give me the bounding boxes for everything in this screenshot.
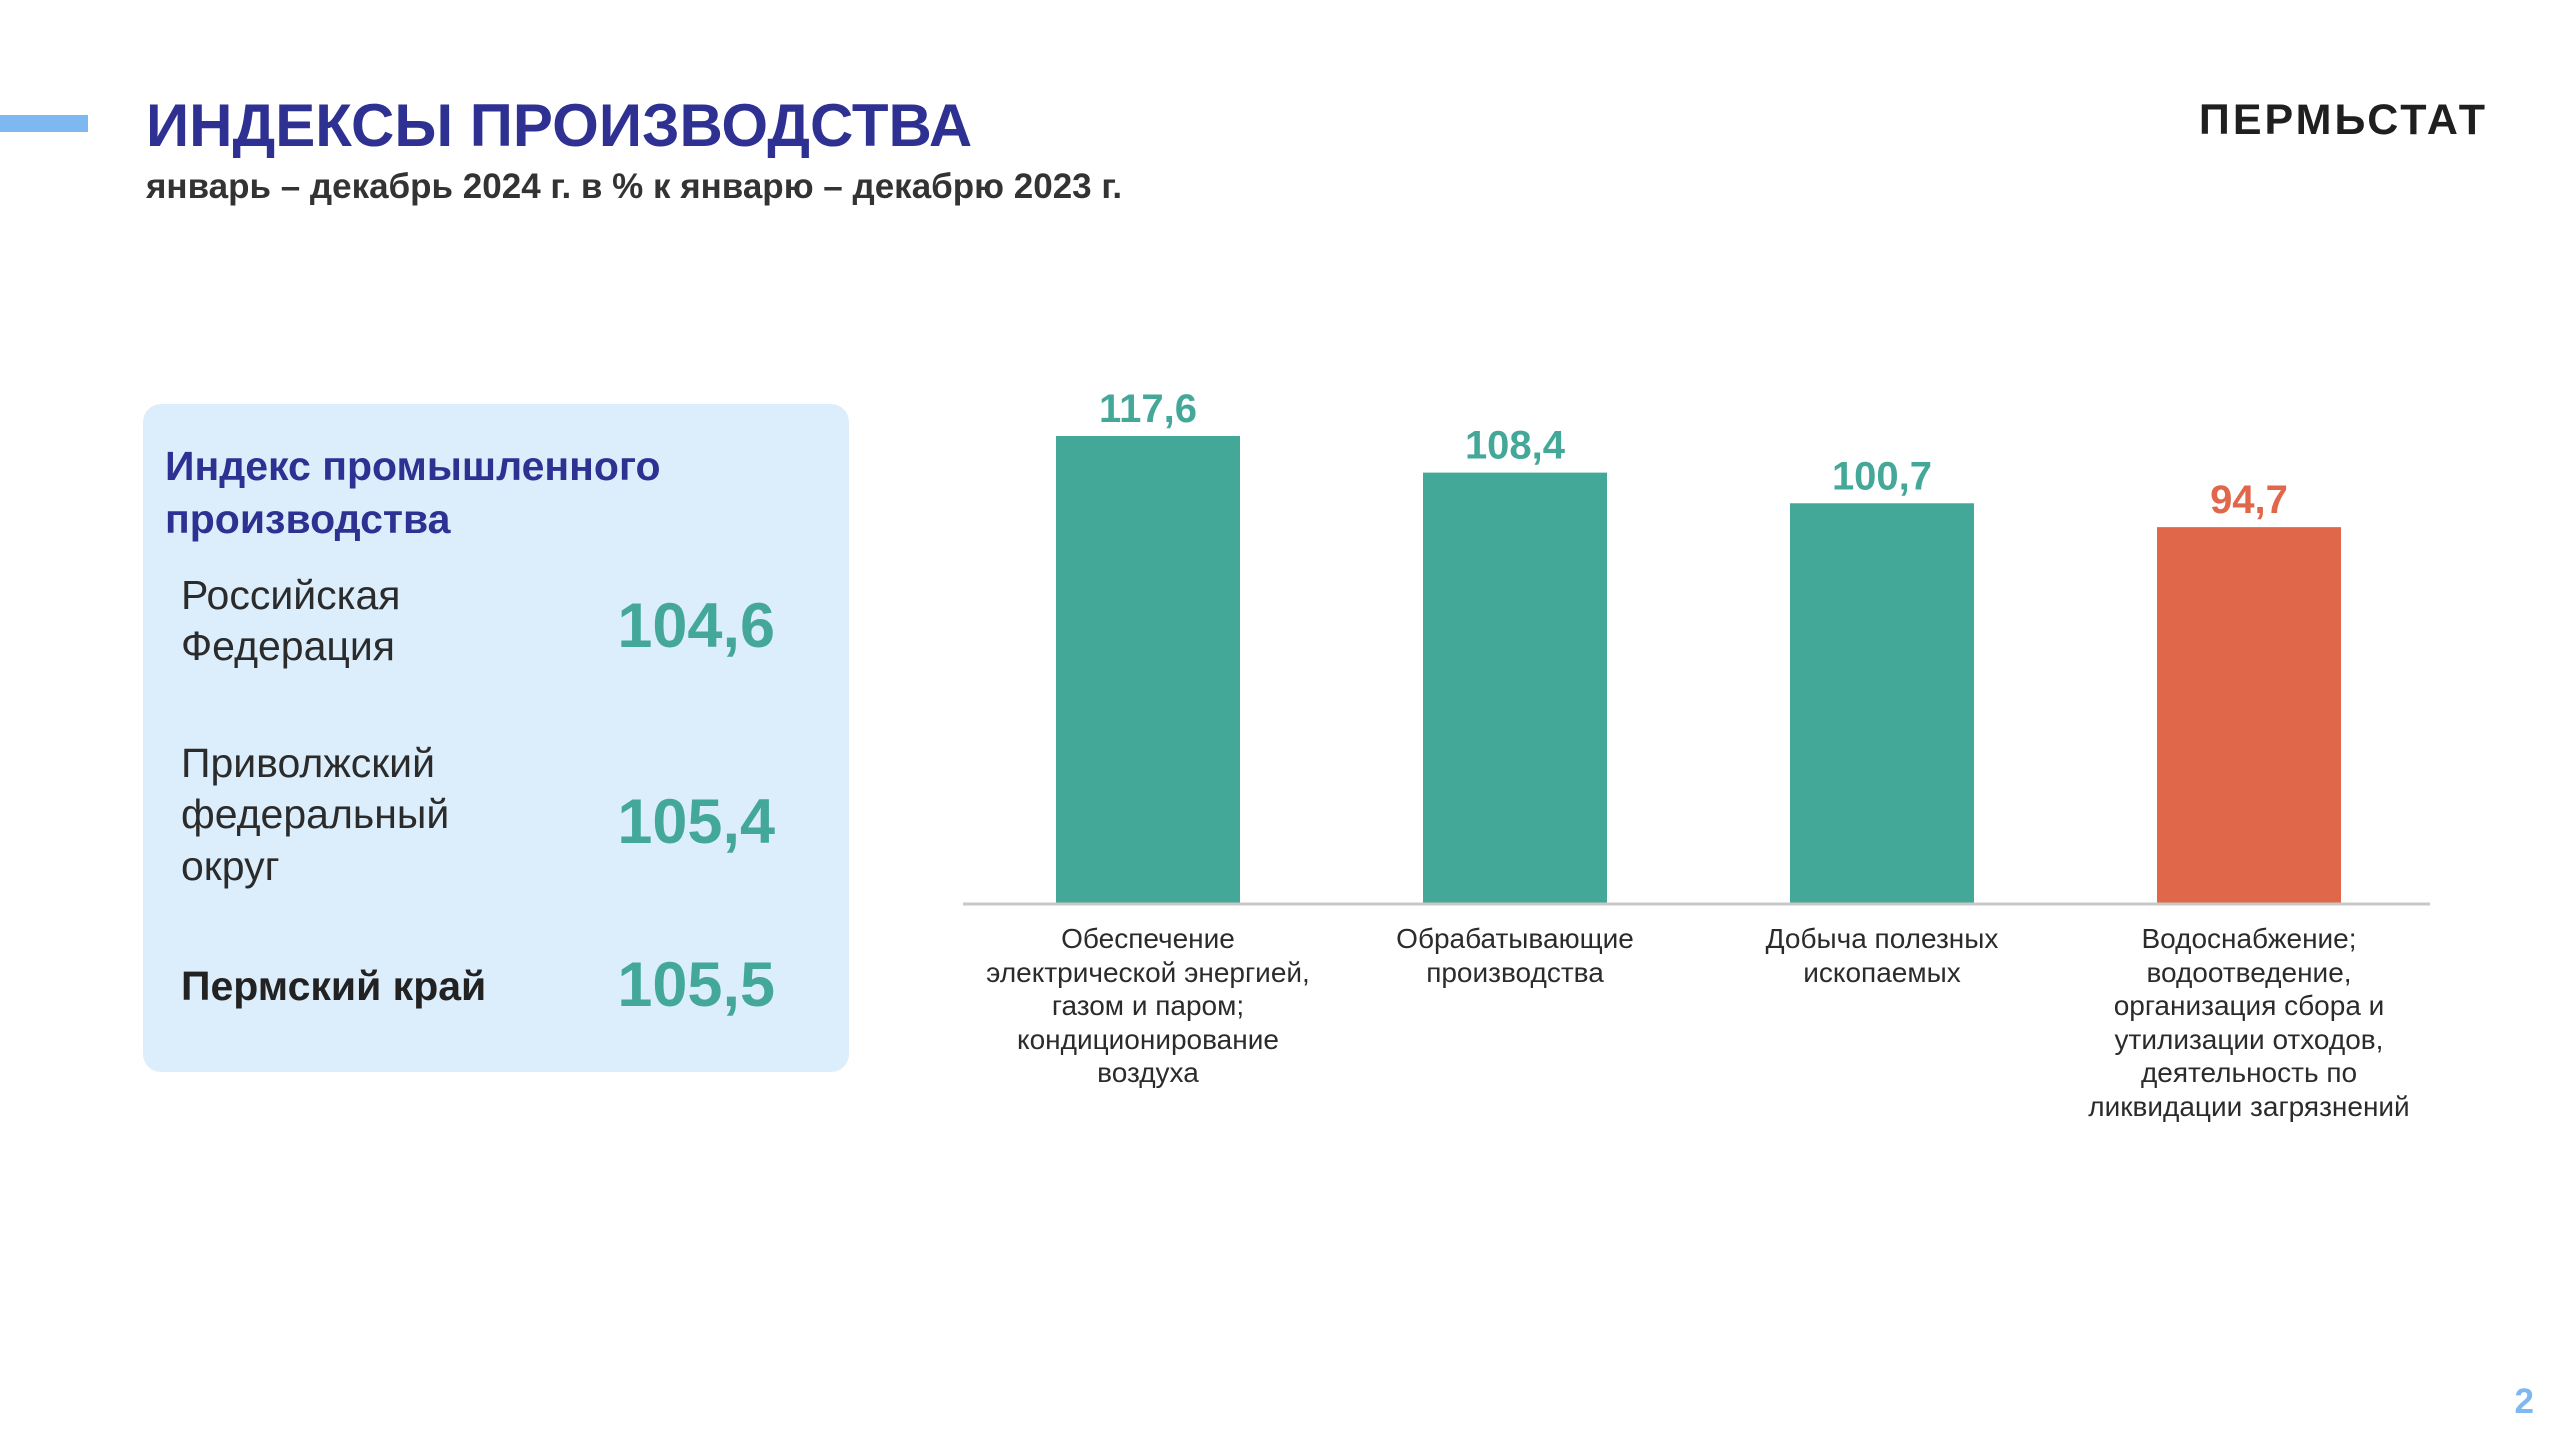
region-label-pfo: Приволжский федеральный округ <box>181 740 450 889</box>
region-label-rf: Российская Федерация <box>181 572 401 670</box>
region-value-perm: 105,5 <box>617 950 775 1020</box>
value-label-energy: 117,6 <box>1099 387 1197 431</box>
region-label-perm: Пермский край <box>181 963 487 1009</box>
bar-energy <box>1056 436 1240 904</box>
accent-bar <box>0 115 88 132</box>
value-label-mining: 100,7 <box>1832 454 1932 498</box>
category-label-energy: Обеспечение электрической энергией, газо… <box>986 923 1310 1089</box>
page-subtitle: январь – декабрь 2024 г. в % к январю – … <box>146 167 1123 206</box>
bar-mining <box>1790 503 1974 904</box>
industrial-index-panel: Индекс промышленного производства Россий… <box>143 404 849 1072</box>
bar-water <box>2157 527 2341 904</box>
region-value-rf: 104,6 <box>617 591 775 661</box>
panel-title: Индекс промышленного производства <box>165 443 661 543</box>
bar-manufacturing <box>1423 472 1607 904</box>
category-label-water: Водоснабжение; водоотведение, организаци… <box>2088 923 2410 1122</box>
value-label-water: 94,7 <box>2210 478 2288 522</box>
category-label-mining: Добыча полезных ископаемых <box>1765 923 1999 988</box>
permstat-logo: ПЕРМЬСТАТ <box>2198 96 2488 144</box>
page-number: 2 <box>2514 1382 2534 1421</box>
page-title: ИНДЕКСЫ ПРОИЗВОДСТВА <box>146 92 973 159</box>
value-label-manufacturing: 108,4 <box>1465 424 1566 468</box>
region-value-pfo: 105,4 <box>617 787 775 857</box>
category-label-manufacturing: Обрабатывающие производства <box>1396 923 1634 988</box>
